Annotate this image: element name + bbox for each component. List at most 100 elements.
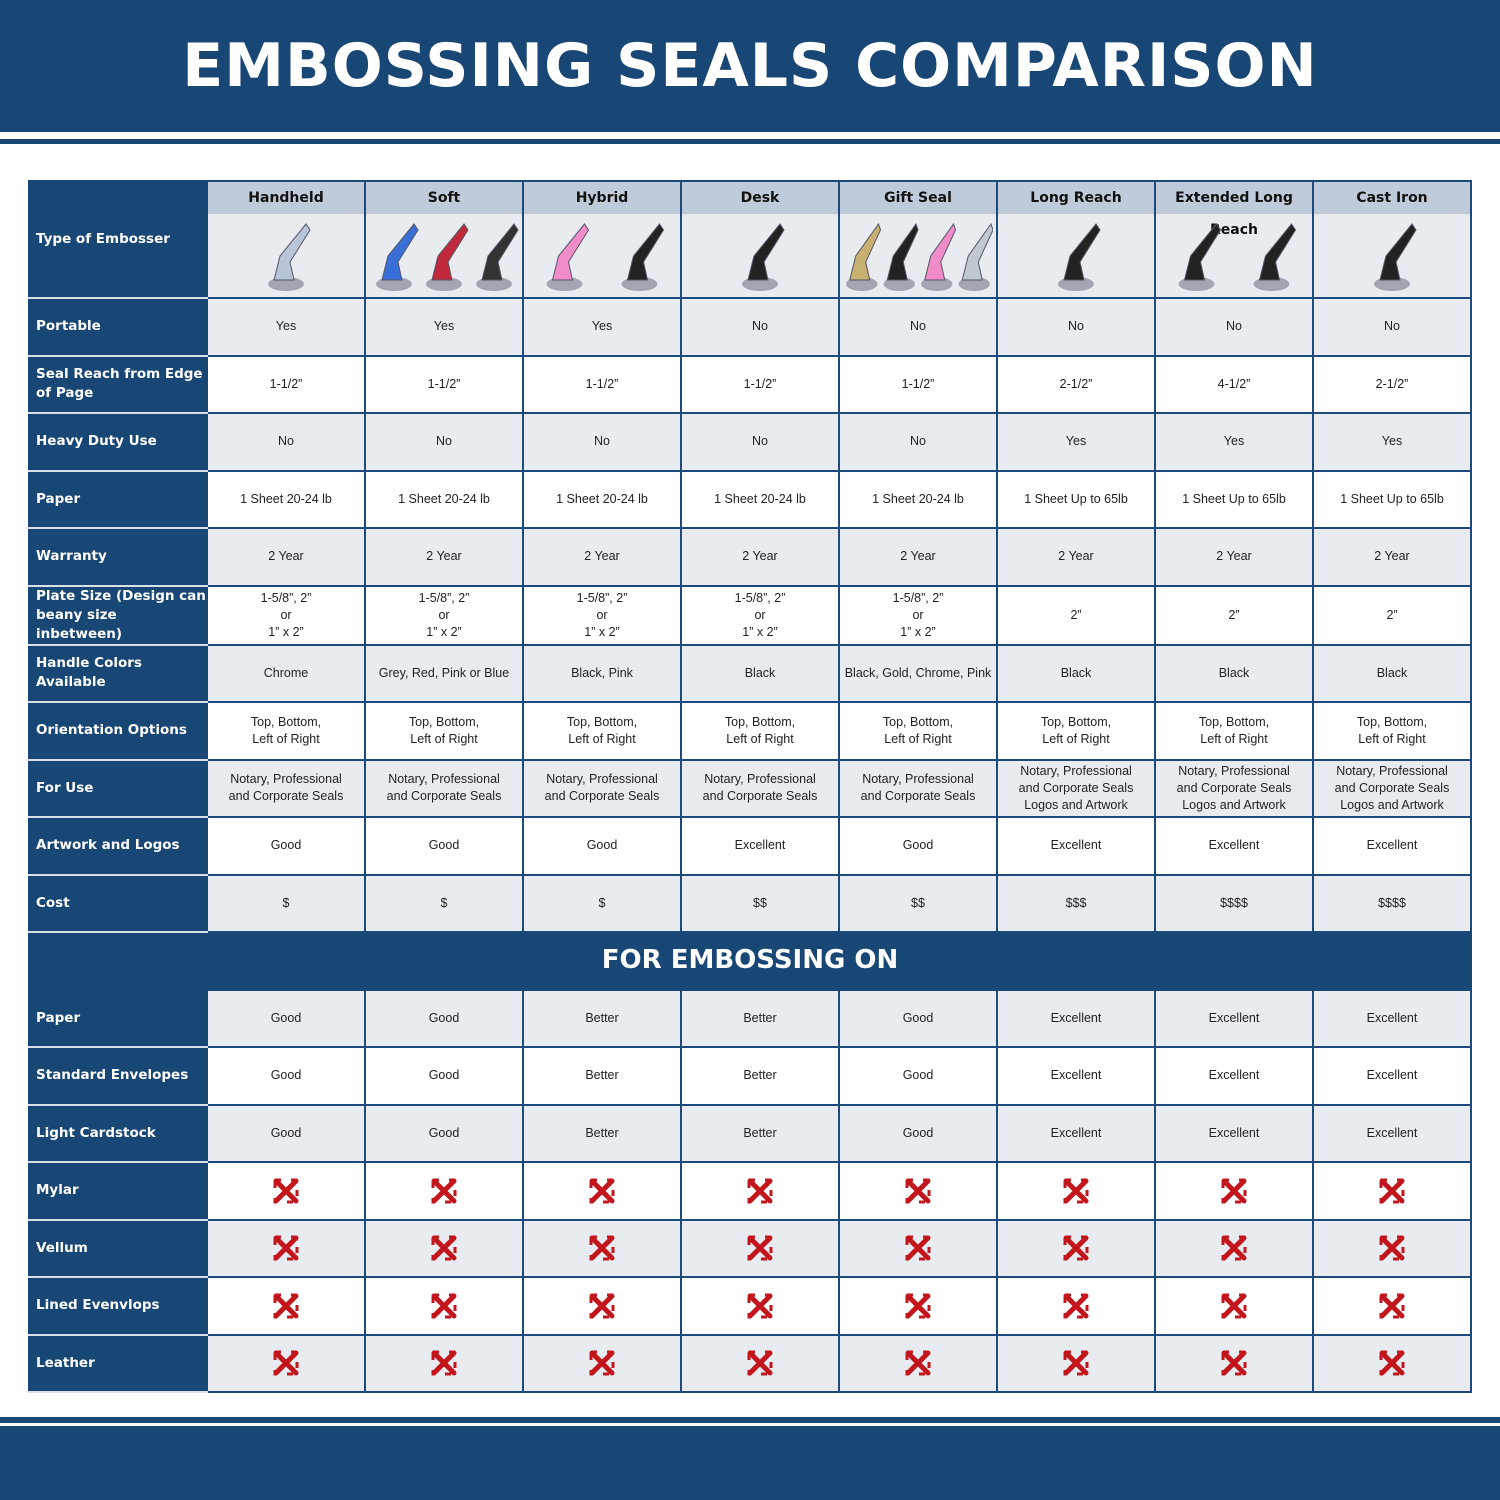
red-x-icon xyxy=(1063,1350,1089,1376)
cell: Good xyxy=(838,1046,998,1106)
table-row-heavy-duty-use: Heavy Duty Use No No No No No Yes Yes Yes xyxy=(28,412,1472,472)
cell: Top, Bottom, Left of Right xyxy=(1312,701,1472,761)
cell: Yes xyxy=(1154,412,1314,472)
cell xyxy=(206,1218,366,1278)
cell xyxy=(996,1218,1156,1278)
divider xyxy=(0,1417,1500,1423)
red-x-icon xyxy=(1379,1350,1405,1376)
cell: No xyxy=(522,412,682,472)
cell: 2-1/2” xyxy=(996,354,1156,414)
table-row-warranty: Warranty 2 Year 2 Year 2 Year 2 Year 2 Year 2 … xyxy=(28,527,1472,587)
row-label: Lined Evenvlops xyxy=(28,1276,208,1336)
cell: 1 Sheet Up to 65lb xyxy=(1312,469,1472,529)
cell: Good xyxy=(838,988,998,1048)
cell: Yes xyxy=(1312,412,1472,472)
row-label: Paper xyxy=(28,988,208,1048)
cell: 4-1/2” xyxy=(1154,354,1314,414)
cell: $$$$ xyxy=(1154,873,1314,933)
red-x-icon xyxy=(905,1293,931,1319)
cell: 2 Year xyxy=(1312,527,1472,587)
cell xyxy=(1154,1333,1314,1393)
column-header: Handheld xyxy=(208,182,364,214)
cell: Top, Bottom, Left of Right xyxy=(838,701,998,761)
table-row-portable: Portable Yes Yes Yes No No No No No xyxy=(28,297,1472,357)
black-extended-long-reach-embossers-image xyxy=(1156,214,1312,297)
column-soft: Soft xyxy=(364,180,524,299)
column-header: Hybrid xyxy=(524,182,680,214)
cell: 2 Year xyxy=(522,527,682,587)
cell: Good xyxy=(364,1046,524,1106)
cell: 1 Sheet Up to 65lb xyxy=(996,469,1156,529)
cell: Yes xyxy=(996,412,1156,472)
cell: $$$ xyxy=(996,873,1156,933)
cell xyxy=(680,1161,840,1221)
red-x-icon xyxy=(747,1293,773,1319)
row-label: Mylar xyxy=(28,1161,208,1221)
cell: 1-5/8”, 2” or 1” x 2” xyxy=(206,584,366,646)
red-x-icon xyxy=(1063,1178,1089,1204)
table-row-leather: Leather xyxy=(28,1333,1472,1393)
cell: Black xyxy=(680,643,840,703)
cell xyxy=(364,1276,524,1336)
red-x-icon xyxy=(273,1293,299,1319)
black-desk-embosser-image xyxy=(682,214,838,297)
cell: $ xyxy=(364,873,524,933)
cell: Notary, Professional and Corporate Seals… xyxy=(996,758,1156,818)
cell: 1 Sheet 20-24 lb xyxy=(522,469,682,529)
cell: Top, Bottom, Left of Right xyxy=(364,701,524,761)
red-x-icon xyxy=(1379,1293,1405,1319)
cell: 1 Sheet Up to 65lb xyxy=(1154,469,1314,529)
divider xyxy=(0,139,1500,144)
row-label: Light Cardstock xyxy=(28,1103,208,1163)
red-x-icon xyxy=(589,1293,615,1319)
cell: Good xyxy=(206,1046,366,1106)
cell: 1-1/2” xyxy=(522,354,682,414)
cell xyxy=(364,1218,524,1278)
cell: Black xyxy=(1154,643,1314,703)
cell: Top, Bottom, Left of Right xyxy=(680,701,840,761)
red-x-icon xyxy=(431,1235,457,1261)
cell: 2 Year xyxy=(364,527,524,587)
column-header: Desk xyxy=(682,182,838,214)
row-label: Heavy Duty Use xyxy=(28,412,208,472)
cell xyxy=(838,1333,998,1393)
cell: Top, Bottom, Left of Right xyxy=(996,701,1156,761)
table-row-paper: Paper 1 Sheet 20-24 lb 1 Sheet 20-24 lb 1 S… xyxy=(28,469,1472,529)
cell: Excellent xyxy=(996,816,1156,876)
cell: Notary, Professional and Corporate Seals xyxy=(364,758,524,818)
table-row-mylar: Mylar xyxy=(28,1161,1472,1221)
gold-black-pink-chrome-gift-seals-image xyxy=(840,214,996,297)
table-row-standard-envelopes: Standard Envelopes Good Good Better Better Go… xyxy=(28,1046,1472,1106)
cell: 2” xyxy=(996,584,1156,646)
table-row-handle-colors-available: Handle Colors Available Chrome Grey, Red, … xyxy=(28,643,1472,703)
cell: Black xyxy=(996,643,1156,703)
cell: 2” xyxy=(1154,584,1314,646)
cell xyxy=(1312,1161,1472,1221)
footer-band xyxy=(0,1426,1500,1500)
cell: Good xyxy=(838,816,998,876)
section-header: FOR EMBOSSING ON xyxy=(28,931,1472,991)
cell xyxy=(680,1276,840,1336)
cell: Black, Gold, Chrome, Pink xyxy=(838,643,998,703)
page-title: EMBOSSING SEALS COMPARISON xyxy=(182,31,1318,101)
cell xyxy=(838,1161,998,1221)
cell: No xyxy=(680,297,840,357)
cell xyxy=(1154,1276,1314,1336)
cell: Better xyxy=(680,988,840,1048)
row-label: For Use xyxy=(28,758,208,818)
cell: 2 Year xyxy=(680,527,840,587)
row-label: Orientation Options xyxy=(28,701,208,761)
black-cast-iron-embosser-image xyxy=(1314,214,1470,297)
cell: 1-5/8”, 2” or 1” x 2” xyxy=(680,584,840,646)
cell xyxy=(680,1333,840,1393)
cell: Yes xyxy=(364,297,524,357)
cell: $$ xyxy=(680,873,840,933)
cell: $ xyxy=(522,873,682,933)
cell: Good xyxy=(206,816,366,876)
cell: Better xyxy=(522,1103,682,1163)
title-banner: EMBOSSING SEALS COMPARISON xyxy=(0,0,1500,132)
cell: Good xyxy=(364,1103,524,1163)
cell: Notary, Professional and Corporate Seals… xyxy=(1154,758,1314,818)
cell xyxy=(206,1333,366,1393)
table-row-seal-reach-from-edge-of-page: Seal Reach from Edge of Page 1-1/2” 1-1/2”… xyxy=(28,354,1472,414)
